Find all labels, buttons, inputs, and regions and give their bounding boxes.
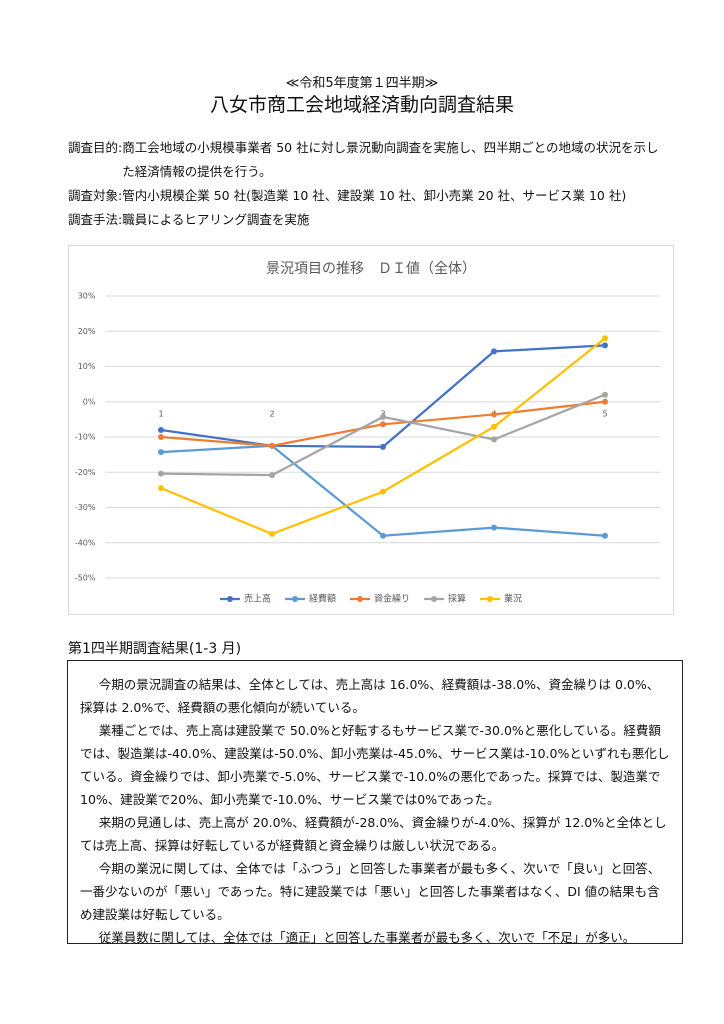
- legend-label: 業況: [504, 593, 522, 605]
- point: [491, 411, 497, 418]
- point: [602, 391, 608, 398]
- x-tick-label: 1: [158, 409, 163, 418]
- results-heading: 第1四半期調査結果(1-3 月): [68, 641, 242, 657]
- point: [602, 532, 608, 539]
- legend-marker: [487, 596, 494, 602]
- paragraph: 従業員数に関しては、全体では「適正」と回答した事業者が最も多く、次いで「不足」が…: [98, 930, 636, 945]
- series-line: [160, 393, 606, 477]
- point: [158, 449, 164, 456]
- x-tick-label: 5: [602, 409, 607, 418]
- y-tick-label: 30%: [78, 292, 96, 301]
- y-tick-label: 10%: [78, 362, 96, 371]
- y-tick-label: -10%: [75, 433, 96, 442]
- legend-label: 資金繰り: [374, 593, 410, 605]
- paragraph: 今期の景況調査の結果は、全体としては、売上高は 16.0%、経費額は-38.0%…: [80, 677, 660, 715]
- info-row: 調査手法: 職員によるヒアリング調査を実施: [68, 208, 668, 232]
- y-tick-label: 0%: [83, 397, 96, 406]
- info: 調査目的: 商工会地域の小規模事業者 50 社に対し景況動向調査を実施し、四半期ご…: [68, 136, 668, 232]
- point: [380, 488, 386, 495]
- legend-marker: [356, 596, 363, 602]
- point: [380, 443, 386, 450]
- info-text: 管内小規模企業 50 社(製造業 10 社、建設業 10 社、卸小売業 20 社…: [122, 188, 627, 203]
- y-tick-label: -40%: [75, 538, 96, 547]
- point: [602, 342, 608, 349]
- point: [491, 436, 497, 443]
- point: [602, 335, 608, 342]
- point: [602, 398, 608, 405]
- chart-title: 景況項目の推移 ＤＩ値（全体）: [266, 261, 476, 277]
- point: [491, 524, 497, 531]
- legend-marker: [431, 596, 438, 602]
- x-tick-label: 3: [380, 409, 385, 418]
- info-row: 調査対象: 管内小規模企業 50 社(製造業 10 社、建設業 10 社、卸小売業…: [68, 184, 668, 208]
- info-label: 調査手法:: [68, 212, 123, 227]
- legend-label: 経費額: [309, 593, 336, 605]
- paragraph: 業種ごとでは、売上高は建設業で 50.0%と好転するもサービス業で-30.0%と…: [80, 723, 670, 807]
- point: [158, 470, 164, 477]
- point: [158, 434, 164, 440]
- point: [158, 485, 164, 492]
- legend-label: 採算: [448, 593, 466, 605]
- point: [380, 421, 386, 428]
- point: [269, 442, 275, 449]
- paragraph: 今期の業況に関しては、全体では「ふつう」と回答した事業者が最も多く、次いで「良い…: [80, 861, 661, 922]
- y-tick-label: -30%: [75, 503, 96, 512]
- info-row: 調査目的: 商工会地域の小規模事業者 50 社に対し景況動向調査を実施し、四半期ご…: [68, 136, 668, 184]
- chart: 景況項目の推移 ＤＩ値（全体） -50% -40% -30% -20% -10% 0% 10…: [68, 245, 674, 615]
- point: [380, 532, 386, 539]
- point: [158, 426, 164, 433]
- legend-marker: [226, 596, 233, 602]
- info-text: 商工会地域の小規模事業者 50 社に対し景況動向調査を実施し、四半期ごとの地域の…: [122, 140, 659, 179]
- y-tick-label: -20%: [75, 468, 96, 477]
- series-line: [160, 337, 606, 536]
- point: [491, 423, 497, 430]
- legend-label: 売上高: [244, 593, 271, 605]
- title: 八女市商工会地域経済動向調査結果: [209, 94, 514, 116]
- info-label: 調査目的:: [68, 140, 123, 155]
- results-box: 今期の景況調査の結果は、全体としては、売上高は 16.0%、経費額は-38.0%…: [67, 660, 683, 945]
- info-label: 調査対象:: [68, 188, 123, 203]
- legend-marker: [291, 596, 298, 602]
- point: [491, 348, 497, 355]
- info-text: 職員によるヒアリング調査を実施: [122, 212, 310, 227]
- y-tick-label: -50%: [75, 574, 96, 583]
- paragraph: 来期の見通しは、売上高が 20.0%、経費額が-28.0%、資金繰りが-4.0%…: [80, 815, 667, 853]
- series-line: [160, 344, 606, 448]
- y-tick-label: 20%: [78, 327, 96, 336]
- point: [269, 472, 275, 479]
- point: [380, 413, 386, 420]
- x-tick-label: 2: [269, 409, 274, 418]
- point: [269, 530, 275, 537]
- subtitle: ≪令和5年度第１四半期≫: [285, 76, 439, 91]
